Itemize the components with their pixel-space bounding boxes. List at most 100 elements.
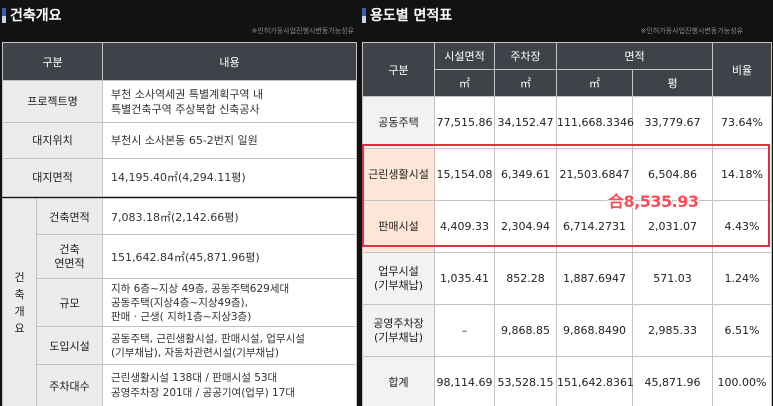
facility-cell: 15,154.08 (434, 148, 495, 201)
use-category-line: 판매시설 (378, 219, 419, 233)
scale-label: 규모 (36, 278, 103, 327)
parking-cell: 2,304.94 (494, 200, 557, 253)
floor-area-label-line: 건축 (59, 242, 80, 256)
facility-cell: – (434, 304, 495, 357)
parking-cell: 34,152.47 (494, 96, 557, 149)
use-category-line: 합계 (388, 375, 409, 389)
use-category-line: (기부채납) (373, 278, 424, 292)
use-category-line: 공동주택 (378, 115, 419, 129)
project-value-line: 부천 소사역세권 특별계획구역 내 (111, 87, 264, 101)
overview-note: ※인허가등사업진행시변동가능성유 (251, 27, 354, 35)
pyeong-cell: 2,985.33 (632, 304, 713, 357)
table-row: 프로젝트명 부천 소사역세권 특별계획구역 내 특별건축구역 주상복합 신축공사 (2, 80, 357, 123)
floor-area-label-line: 연면적 (54, 256, 85, 270)
project-label: 프로젝트명 (2, 80, 103, 123)
facilities-value-line: (기부채납), 자동차관련시설(기부채납) (111, 346, 279, 359)
area-title: 용도별 면적표 (362, 4, 452, 26)
table-row: 도입시설 공동주택, 근린생활시설, 판매시설, 업무시설 (기부채납), 자동… (3, 326, 357, 365)
area-title-text: 용도별 면적표 (370, 8, 453, 24)
header-facility-area: 시설면적 (434, 42, 495, 70)
scale-value: 지하 6층~지상 49층, 공동주택629세대 공동주택(지상4층~지상49층)… (102, 278, 357, 327)
project-value-line: 특별건축구역 주상복합 신축공사 (111, 102, 260, 116)
table-row: 업무시설 (기부채납) 1,035.41 852.28 1,887.6947 571.03… (362, 252, 772, 305)
m2-cell: 9,868.8490 (556, 304, 633, 357)
building-area-label: 건축면적 (36, 198, 103, 235)
facilities-label: 도입시설 (36, 326, 103, 365)
vertical-char: 요 (14, 321, 25, 335)
table-row: 규모 지하 6층~지상 49층, 공동주택629세대 공동주택(지상4층~지상4… (3, 278, 357, 327)
outline-vertical-label: 건 축 개 요 (2, 198, 37, 406)
ratio-cell: 4.43% (712, 200, 772, 253)
vertical-char: 개 (14, 304, 25, 318)
floor-area-label: 건축 연면적 (36, 234, 103, 279)
use-category-cell: 업무시설 (기부채납) (362, 252, 435, 305)
use-category-line: 공영주차장 (373, 316, 424, 330)
header-category: 구분 (2, 42, 103, 81)
table-row: 합계 98,114.69 53,528.15 151,642.8361 45,871.9… (362, 356, 772, 406)
table-row: 건축 연면적 151,642.84㎡(45,871.96평) (3, 234, 357, 279)
parking-cell: 6,349.61 (494, 148, 557, 201)
building-area-value: 7,083.18㎡(2,142.66평) (102, 198, 357, 235)
land-area-value: 14,195.40㎡(4,294.11평) (102, 158, 357, 197)
title-accent-bar (362, 7, 366, 23)
ratio-cell: 6.51% (712, 304, 772, 357)
scale-value-line: 판매 · 근생( 지하1층~지상3층) (111, 310, 252, 323)
table-header-row: ㎡ ㎡ ㎡ 평 (363, 69, 772, 97)
facilities-value-line: 공동주택, 근린생활시설, 판매시설, 업무시설 (111, 332, 305, 345)
parking-label: 주차대수 (36, 364, 103, 406)
use-category-cell: 판매시설 (362, 200, 435, 253)
pyeong-cell: 6,504.86 (632, 148, 713, 201)
header-parking: 주차장 (494, 42, 557, 70)
table-row: 주차대수 근린생활시설 138대 / 판매시설 53대 공영주차장 201대 /… (3, 364, 357, 406)
m2-cell: 6,714.2731 (556, 200, 633, 253)
table-row: 판매시설 4,409.33 2,304.94 6,714.2731 2,031.07 4.… (362, 200, 772, 253)
table-row: 공영주차장 (기부채납) –9,868.85 9,868.8490 2,985.33 6.… (362, 304, 772, 357)
m2-cell: 21,503.6847 (556, 148, 633, 201)
use-category-cell: 공동주택 (362, 96, 435, 149)
building-overview-table: 구분 내용 프로젝트명 부천 소사역세권 특별계획구역 내 특별건축구역 주상복… (2, 42, 357, 197)
facility-cell: 77,515.86 (434, 96, 495, 149)
project-value: 부천 소사역세권 특별계획구역 내 특별건축구역 주상복합 신축공사 (102, 80, 357, 123)
parking-cell: 53,528.15 (494, 356, 557, 406)
overview-title: 건축개요 (2, 4, 62, 26)
overview-title-text: 건축개요 (10, 8, 62, 24)
parking-value: 근린생활시설 138대 / 판매시설 53대 공영주차장 201대 / 공공기여… (102, 364, 357, 406)
ratio-cell: 73.64% (712, 96, 772, 149)
pyeong-cell: 33,779.67 (632, 96, 713, 149)
header-unit-m2: ㎡ (556, 69, 633, 97)
header-content: 내용 (102, 42, 357, 81)
site-value: 부천시 소사본동 65-2번지 일원 (102, 122, 357, 159)
header-area: 면적 (556, 42, 713, 70)
use-category-cell: 근린생활시설 (362, 148, 435, 201)
table-row: 근린생활시설 15,154.08 6,349.61 21,503.6847 6,504.… (362, 148, 772, 201)
m2-cell: 111,668.3346 (556, 96, 634, 149)
floor-area-value: 151,642.84㎡(45,871.96평) (102, 234, 357, 279)
m2-cell: 151,642.8361 (556, 356, 634, 406)
facility-cell: 4,409.33 (434, 200, 495, 253)
site-label: 대지위치 (2, 122, 103, 159)
m2-cell: 1,887.6947 (556, 252, 633, 305)
use-category-line: (기부채납) (373, 330, 424, 344)
area-by-use-table: 구분 시설면적 주차장 면적 비율 ㎡ ㎡ ㎡ 평 공동주택 77,515.86 3… (362, 42, 772, 406)
land-area-label: 대지면적 (2, 158, 103, 197)
use-category-line: 업무시설 (378, 264, 419, 278)
use-category-cell: 합계 (362, 356, 435, 406)
facilities-value: 공동주택, 근린생활시설, 판매시설, 업무시설 (기부채납), 자동차관련시설… (102, 326, 357, 365)
area-note: ※인허가등사업진행시변동가능성유 (640, 27, 743, 35)
ratio-cell: 1.24% (712, 252, 772, 305)
area-table-body: 공동주택 77,515.86 34,152.47 111,668.3346 33,779… (362, 96, 772, 406)
facility-cell: 1,035.41 (434, 252, 495, 305)
parking-value-line: 공영주차장 201대 / 공공기여(업무) 17대 (111, 386, 296, 399)
building-outline-group-table: 건 축 개 요 건축면적 7,083.18㎡(2,142.66평) 건축 연면적… (2, 198, 357, 406)
header-unit-pyeong: 평 (632, 69, 713, 97)
pyeong-cell: 571.03 (632, 252, 713, 305)
title-accent-bar (2, 7, 6, 23)
table-header-row: 구분 내용 (2, 42, 357, 81)
table-row: 대지위치 부천시 소사본동 65-2번지 일원 (2, 122, 357, 159)
table-header-row: 구분 시설면적 주차장 면적 비율 (362, 42, 772, 97)
table-row: 대지면적 14,195.40㎡(4,294.11평) (2, 158, 357, 197)
parking-value-line: 근린생활시설 138대 / 판매시설 53대 (111, 371, 278, 384)
header-unit-m2: ㎡ (434, 69, 495, 97)
ratio-cell: 14.18% (712, 148, 772, 201)
parking-cell: 9,868.85 (494, 304, 557, 357)
